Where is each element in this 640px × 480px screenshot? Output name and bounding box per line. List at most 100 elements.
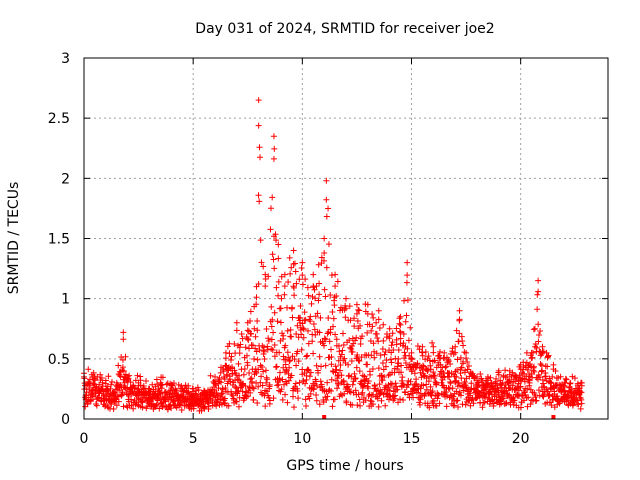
data-point: [535, 338, 542, 345]
data-point: [270, 155, 277, 162]
data-point: [386, 387, 393, 394]
data-point: [306, 395, 313, 402]
data-point: [334, 385, 341, 392]
data-point: [250, 396, 257, 403]
data-point: [345, 361, 352, 368]
data-point: [333, 292, 340, 299]
x-tick-label: 5: [189, 431, 198, 447]
data-point: [352, 387, 359, 394]
data-point: [275, 278, 282, 285]
data-point: [329, 308, 336, 315]
data-point: [477, 370, 484, 377]
data-point: [370, 340, 377, 347]
data-point: [222, 355, 229, 362]
data-point: [400, 331, 407, 338]
data-point: [301, 317, 308, 324]
data-point: [306, 373, 313, 380]
data-point: [410, 386, 417, 393]
data-point: [310, 283, 317, 290]
data-point: [280, 364, 287, 371]
data-point: [299, 272, 306, 279]
data-point: [405, 337, 412, 344]
data-point: [120, 329, 127, 336]
data-point: [364, 361, 371, 368]
data-point: [277, 319, 284, 326]
data-point: [273, 284, 280, 291]
data-point: [220, 368, 227, 375]
data-point: [286, 357, 293, 364]
data-point: [318, 254, 325, 261]
data-point: [373, 319, 380, 326]
data-point: [175, 381, 182, 388]
data-point: [426, 404, 433, 411]
data-point: [185, 388, 192, 395]
data-point: [265, 335, 272, 342]
data-point: [332, 363, 339, 370]
data-point: [303, 353, 310, 360]
data-point: [275, 241, 282, 248]
data-point: [287, 270, 294, 277]
data-point: [247, 389, 254, 396]
data-point: [300, 334, 307, 341]
data-point: [404, 391, 411, 398]
data-point: [85, 366, 92, 373]
data-point: [285, 377, 292, 384]
data-point: [334, 278, 341, 285]
data-point: [236, 372, 243, 379]
data-point: [392, 380, 399, 387]
data-point: [362, 397, 369, 404]
data-point: [122, 353, 129, 360]
data-point: [275, 255, 282, 262]
data-point: [281, 283, 288, 290]
data-point: [322, 293, 329, 300]
baseline-marker: [551, 415, 556, 419]
data-point: [273, 237, 280, 244]
data-point: [485, 382, 492, 389]
data-point: [317, 314, 324, 321]
data-point: [254, 327, 261, 334]
data-point: [525, 394, 532, 401]
data-point: [398, 369, 405, 376]
data-point: [326, 338, 333, 345]
data-point: [397, 335, 404, 342]
data-point: [453, 373, 460, 380]
data-point: [469, 396, 476, 403]
data-point: [431, 372, 438, 379]
data-point: [96, 381, 103, 388]
data-point: [388, 359, 395, 366]
data-point: [279, 396, 286, 403]
y-axis-label: SRMTID / TECUs: [6, 182, 22, 295]
data-point: [397, 329, 404, 336]
data-point: [394, 366, 401, 373]
data-point: [222, 385, 229, 392]
data-point: [537, 360, 544, 367]
data-point: [159, 374, 166, 381]
data-point: [284, 327, 291, 334]
data-point: [178, 406, 185, 413]
data-point: [250, 385, 257, 392]
data-point: [102, 380, 109, 387]
data-point: [138, 398, 145, 404]
data-point: [369, 366, 376, 373]
data-point: [324, 379, 331, 386]
data-point: [391, 395, 398, 402]
data-point: [537, 328, 544, 335]
data-point: [97, 371, 104, 378]
data-point: [456, 330, 463, 337]
data-point: [393, 383, 400, 390]
data-point: [251, 325, 258, 332]
data-point: [364, 301, 371, 308]
data-point: [131, 385, 138, 392]
data-point: [535, 321, 542, 328]
data-point: [260, 263, 267, 270]
data-point: [233, 398, 240, 405]
data-point: [256, 144, 263, 151]
data-point: [134, 401, 141, 408]
data-point: [324, 393, 331, 400]
data-point: [464, 366, 471, 373]
data-point: [249, 384, 256, 391]
data-point: [429, 339, 436, 346]
data-point: [404, 345, 411, 352]
data-point: [149, 381, 156, 388]
